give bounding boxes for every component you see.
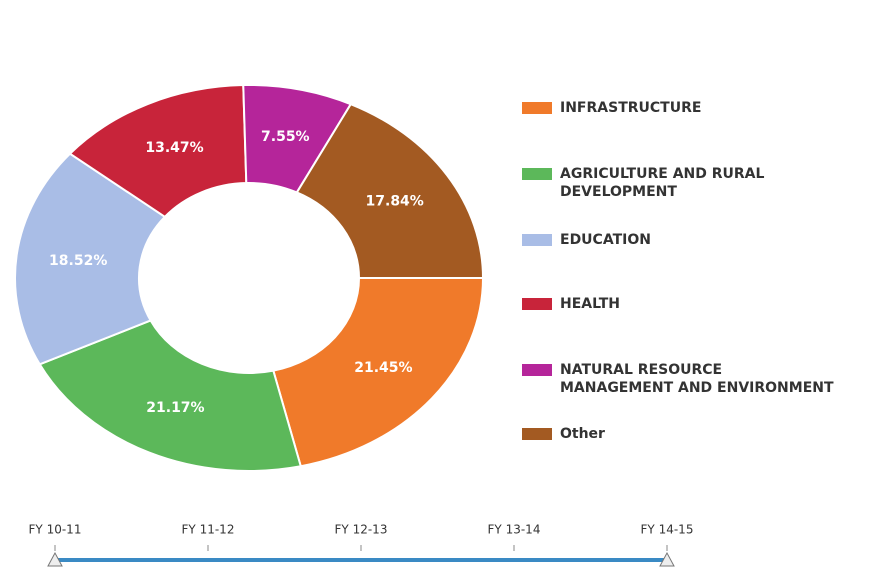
value-label: 18.52% (49, 253, 107, 269)
value-label: 13.47% (145, 140, 203, 156)
timeline-label: FY 12-13 (335, 523, 388, 537)
timeline-label: FY 13-14 (488, 523, 541, 537)
donut-slice (14, 152, 167, 366)
legend-label: EDUCATION (560, 232, 651, 248)
donut-slice (272, 277, 485, 468)
timeline-handle (47, 551, 63, 567)
timeline-label: FY 14-15 (641, 523, 694, 537)
legend-swatch (522, 168, 552, 180)
legend-label: NATURAL RESOURCE MANAGEMENT AND ENVIRONME… (560, 362, 834, 396)
timeline-label: FY 11-12 (182, 523, 235, 537)
donut-slice (38, 319, 303, 472)
legend-label: HEALTH (560, 296, 620, 312)
legend-label: AGRICULTURE AND RURAL DEVELOPMENT (560, 166, 765, 200)
value-label: 7.55% (261, 129, 310, 145)
value-label: 21.17% (146, 400, 204, 416)
legend-label: Other (560, 426, 605, 442)
donut-slice (68, 84, 248, 219)
timeline-label: FY 10-11 (29, 523, 82, 537)
value-label: 21.45% (354, 360, 412, 376)
legend-swatch (522, 298, 552, 310)
legend-swatch (522, 364, 552, 376)
timeline-handle (659, 551, 675, 567)
legend-label: INFRASTRUCTURE (560, 100, 701, 116)
donut-slice (295, 102, 485, 279)
legend-swatch (522, 234, 552, 246)
legend-swatch (522, 102, 552, 114)
legend-swatch (522, 428, 552, 440)
value-label: 17.84% (366, 193, 424, 209)
